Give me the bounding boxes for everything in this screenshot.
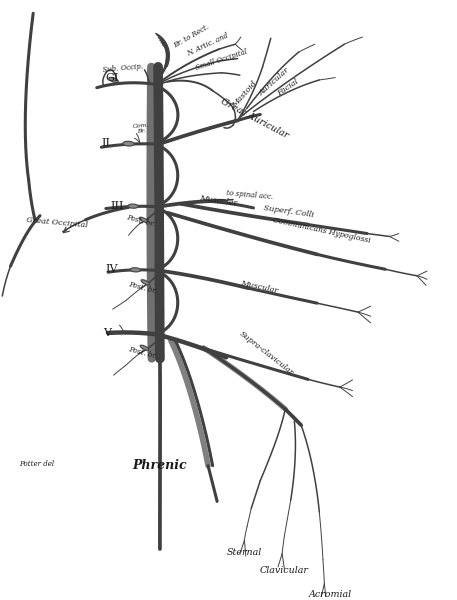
- Text: Mastoid: Mastoid: [231, 80, 259, 109]
- Text: to spinal acc.: to spinal acc.: [226, 189, 274, 201]
- Text: Muscular: Muscular: [240, 279, 279, 295]
- Text: GI: GI: [106, 73, 119, 83]
- Text: Acromial: Acromial: [309, 590, 352, 599]
- Text: Clavicular: Clavicular: [260, 566, 309, 575]
- Text: N. Artic. and: N. Artic. and: [186, 32, 229, 58]
- Text: Muscular: Muscular: [199, 194, 238, 208]
- Text: Facial: Facial: [276, 77, 301, 97]
- Text: V: V: [104, 328, 112, 338]
- Ellipse shape: [130, 268, 141, 272]
- Ellipse shape: [139, 217, 148, 223]
- Text: Superf. Colli: Superf. Colli: [263, 205, 314, 220]
- Text: Post. br.: Post. br.: [127, 280, 157, 295]
- Text: Post. br.: Post. br.: [126, 213, 156, 229]
- Text: IV: IV: [106, 264, 118, 274]
- Text: Br. to Rect.: Br. to Rect.: [172, 23, 210, 50]
- Ellipse shape: [140, 345, 149, 350]
- Text: Potter del: Potter del: [20, 460, 55, 467]
- Text: Supra-clavicular: Supra-clavicular: [238, 330, 295, 377]
- Text: Small Occipital: Small Occipital: [194, 47, 248, 72]
- Text: II: II: [101, 138, 110, 148]
- Ellipse shape: [109, 77, 118, 83]
- Ellipse shape: [128, 204, 138, 208]
- Text: Sternal: Sternal: [227, 548, 262, 557]
- Text: Post. br.: Post. br.: [127, 345, 157, 361]
- Text: Great Auricular: Great Auricular: [219, 97, 290, 140]
- Ellipse shape: [123, 141, 134, 146]
- Text: Sub. Occip.: Sub. Occip.: [102, 62, 143, 74]
- Text: Com.
Br.: Com. Br.: [132, 122, 149, 135]
- Text: Phrenic: Phrenic: [133, 458, 187, 472]
- Text: Auricular: Auricular: [258, 66, 292, 97]
- Text: III: III: [111, 200, 124, 211]
- Text: Communicans Hypoglossi: Communicans Hypoglossi: [271, 216, 371, 244]
- Ellipse shape: [141, 280, 150, 285]
- Text: Great Occipital: Great Occipital: [26, 216, 88, 230]
